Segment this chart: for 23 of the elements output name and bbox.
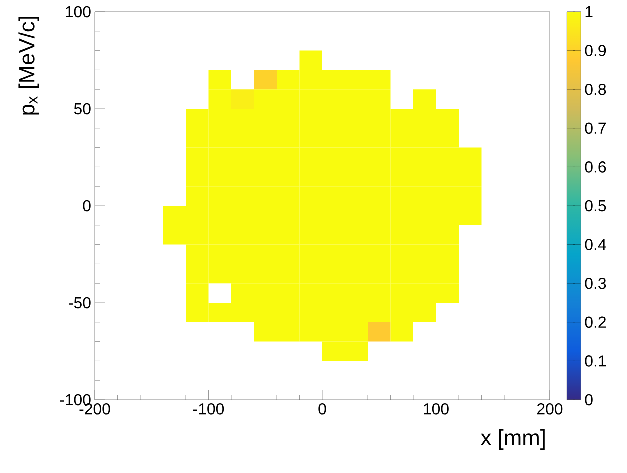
y-tick-label: 100 [66,6,91,18]
y-tick-label: -50 [69,297,91,309]
x-tick-label: 0 [318,404,326,415]
color-bar-label: 0.4 [585,239,606,250]
y-tick-label: -100 [60,394,91,406]
y-tick-label: 0 [83,200,91,212]
x-tick-label: 200 [538,404,563,415]
y-axis-title: p$_{x}$ [MeV/c] [18,17,40,115]
y-tick-label: 50 [74,103,91,115]
x-tick-label: -100 [194,404,224,415]
x-tick-label: -200 [80,404,110,415]
color-bar-label: 0.7 [585,122,606,134]
color-bar-label: 0.1 [585,356,606,367]
color-bar-label: 0.8 [585,84,606,96]
x-axis-title: x [mm] [480,430,545,450]
color-bar-label: 0.3 [585,278,606,290]
x-tick-label: 100 [424,404,449,415]
color-bar-label: 0.9 [585,45,606,56]
color-bar-label: 0.2 [585,316,606,328]
color-bar-label: 0 [585,394,593,406]
color-bar-label: 0.5 [585,200,606,212]
color-bar-label: 0.6 [585,162,606,173]
color-bar-label: 1 [586,6,593,18]
